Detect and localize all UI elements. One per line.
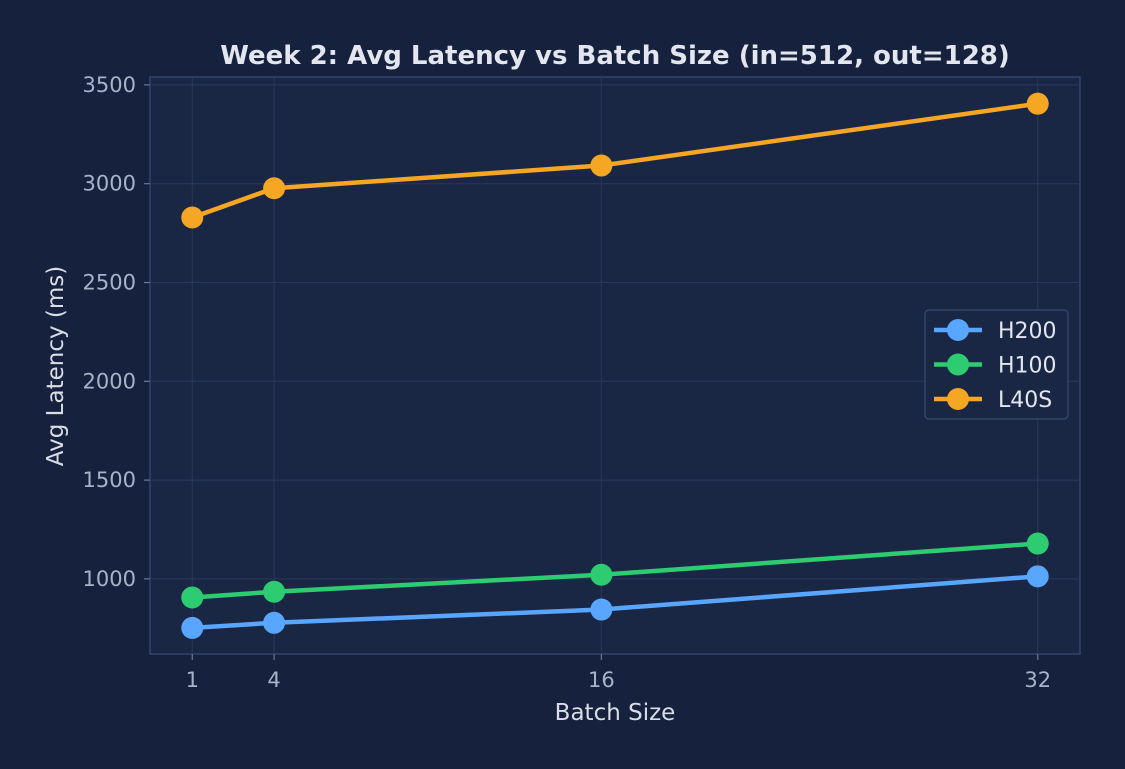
data-point-l40s (1026, 92, 1049, 115)
legend-marker-h100 (947, 353, 969, 376)
tick-layer: 1 4 16 32 1000 1500 2000 2500 3000 3500 (83, 73, 1052, 692)
series-line-l40s (190, 101, 1040, 220)
y-tick-label: 2500 (83, 271, 136, 295)
chart-title: Week 2: Avg Latency vs Batch Size (in=51… (220, 41, 1010, 71)
legend-label-l40s: L40S (998, 388, 1052, 413)
series-line-h100 (190, 541, 1040, 600)
data-point-h200 (1026, 565, 1049, 588)
y-tick-label: 1500 (83, 468, 136, 492)
x-tick-label: 4 (267, 668, 280, 692)
legend-marker-l40s (947, 388, 969, 410)
data-point-l40s (263, 177, 286, 200)
y-axis-label: Avg Latency (ms) (43, 266, 69, 466)
x-axis-label: Batch Size (555, 700, 676, 726)
y-tick-label: 1000 (83, 567, 136, 591)
data-point-l40s (181, 206, 204, 229)
series-line-h200 (190, 574, 1040, 631)
series-layer (181, 92, 1049, 639)
y-tick-label: 3500 (83, 73, 136, 97)
data-point-h200 (590, 598, 613, 621)
data-point-h100 (181, 586, 204, 609)
x-tick-label: 1 (186, 668, 199, 692)
data-point-h200 (263, 611, 286, 634)
legend-label-h200: H200 (998, 319, 1057, 344)
y-tick-label: 2000 (83, 369, 136, 393)
data-point-h100 (1026, 532, 1049, 555)
x-tick-label: 16 (588, 668, 615, 692)
data-point-h200 (181, 616, 204, 639)
data-point-l40s (590, 154, 613, 177)
data-point-h100 (590, 563, 613, 586)
data-point-h100 (263, 580, 286, 603)
x-tick-label: 32 (1024, 668, 1051, 692)
grid-lines (150, 77, 1080, 654)
legend-marker-h200 (947, 319, 969, 341)
legend-label-h100: H100 (998, 354, 1057, 379)
legend: H200 H100 L40S (924, 309, 1069, 420)
y-tick-label: 3000 (83, 172, 136, 196)
